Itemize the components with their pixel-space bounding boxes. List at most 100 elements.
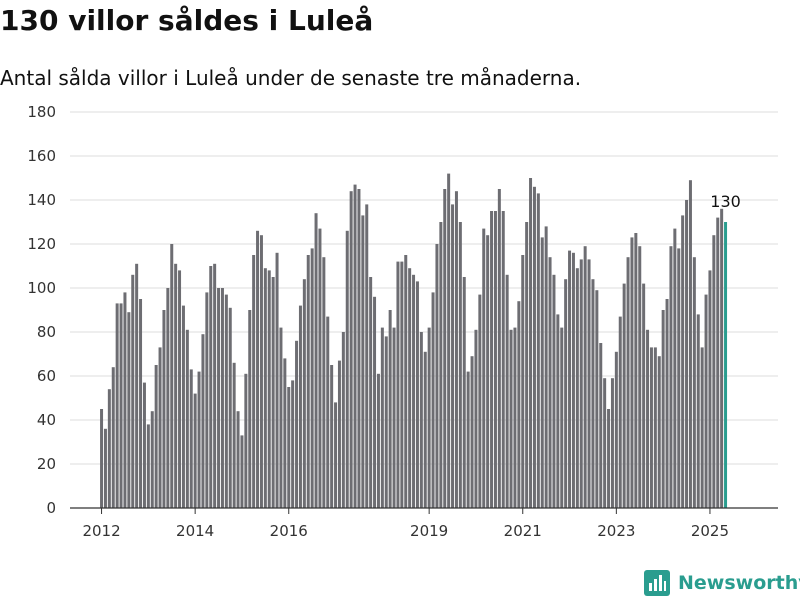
bar (107, 389, 111, 508)
bar (295, 340, 299, 508)
bar-chart-logo-icon (644, 570, 670, 596)
x-tick-label: 2016 (270, 522, 308, 540)
bar (388, 310, 392, 508)
bar (369, 277, 373, 508)
y-tick-label: 40 (37, 411, 56, 429)
y-tick-label: 160 (27, 147, 56, 165)
y-tick-label: 120 (27, 235, 56, 253)
bar (517, 301, 521, 508)
bar (384, 336, 388, 508)
bar (564, 279, 568, 508)
bar (408, 268, 412, 508)
bar (521, 255, 525, 508)
bar (638, 246, 642, 508)
bar (626, 257, 630, 508)
bar (630, 237, 634, 508)
bar (610, 378, 614, 508)
bar (435, 244, 439, 508)
bars (100, 173, 728, 509)
bar (509, 329, 513, 508)
bar (306, 255, 310, 508)
bar (622, 283, 626, 508)
bar (466, 371, 470, 508)
bar (478, 294, 482, 508)
bar (314, 213, 318, 508)
y-tick-label: 0 (46, 499, 56, 517)
bar (396, 261, 400, 508)
bar (103, 428, 107, 508)
bar (712, 235, 716, 508)
bar (513, 327, 517, 508)
y-tick-label: 140 (27, 191, 56, 209)
bar (185, 329, 189, 508)
bar (497, 189, 501, 508)
bar (443, 189, 447, 508)
bar (415, 281, 419, 508)
bar (298, 305, 302, 508)
bar (111, 367, 115, 508)
bar (115, 303, 119, 508)
bar (158, 347, 162, 508)
bar (642, 283, 646, 508)
bar (653, 347, 657, 508)
bar (392, 327, 396, 508)
y-tick-label: 80 (37, 323, 56, 341)
bar (665, 299, 669, 508)
bar (365, 204, 369, 508)
bar (322, 257, 326, 508)
bar (376, 373, 380, 508)
bar (685, 200, 689, 508)
bar (154, 365, 158, 508)
newsworthy-logo: Newsworthy (644, 570, 800, 596)
bar (349, 191, 353, 508)
bar (599, 343, 603, 508)
bar (259, 235, 263, 508)
bar (174, 263, 178, 508)
bar (263, 268, 267, 508)
bar (232, 362, 236, 508)
y-axis-ticks: 0 20 40 60 80 100 120 140 160 180 (27, 103, 56, 517)
bar (552, 274, 556, 508)
bar (189, 369, 193, 508)
bar (529, 178, 533, 508)
y-tick-label: 20 (37, 455, 56, 473)
bar (571, 252, 575, 508)
bar (345, 230, 349, 509)
bar (482, 228, 486, 508)
bar (649, 347, 653, 508)
bar (373, 296, 377, 508)
bar (536, 193, 540, 508)
bar (220, 288, 224, 508)
bar (150, 411, 154, 508)
bar (119, 303, 123, 508)
bar (681, 215, 685, 508)
bar (560, 327, 564, 508)
bar (454, 191, 458, 508)
bar (490, 211, 494, 508)
bar (548, 257, 552, 508)
bar (142, 382, 146, 508)
bar (244, 373, 248, 508)
bar (275, 252, 279, 508)
bar (501, 211, 505, 508)
bar (334, 402, 338, 508)
bar (556, 314, 560, 508)
x-tick-label: 2023 (597, 522, 635, 540)
chart-title: 130 villor såldes i Luleå (0, 4, 374, 37)
bar (462, 277, 466, 508)
bar (716, 217, 720, 508)
x-axis-ticks: 2012 2014 2016 2019 2021 2023 2025 (82, 508, 729, 540)
highlight-value-label: 130 (710, 192, 741, 211)
bar (302, 279, 306, 508)
bar (330, 365, 334, 508)
bar (540, 237, 544, 508)
bar (423, 351, 427, 508)
bar (240, 435, 244, 508)
bar (267, 270, 271, 508)
bar (607, 409, 611, 508)
bar (692, 257, 696, 508)
y-tick-label: 180 (27, 103, 56, 121)
bar (696, 314, 700, 508)
bar (419, 332, 423, 508)
bar (591, 279, 595, 508)
